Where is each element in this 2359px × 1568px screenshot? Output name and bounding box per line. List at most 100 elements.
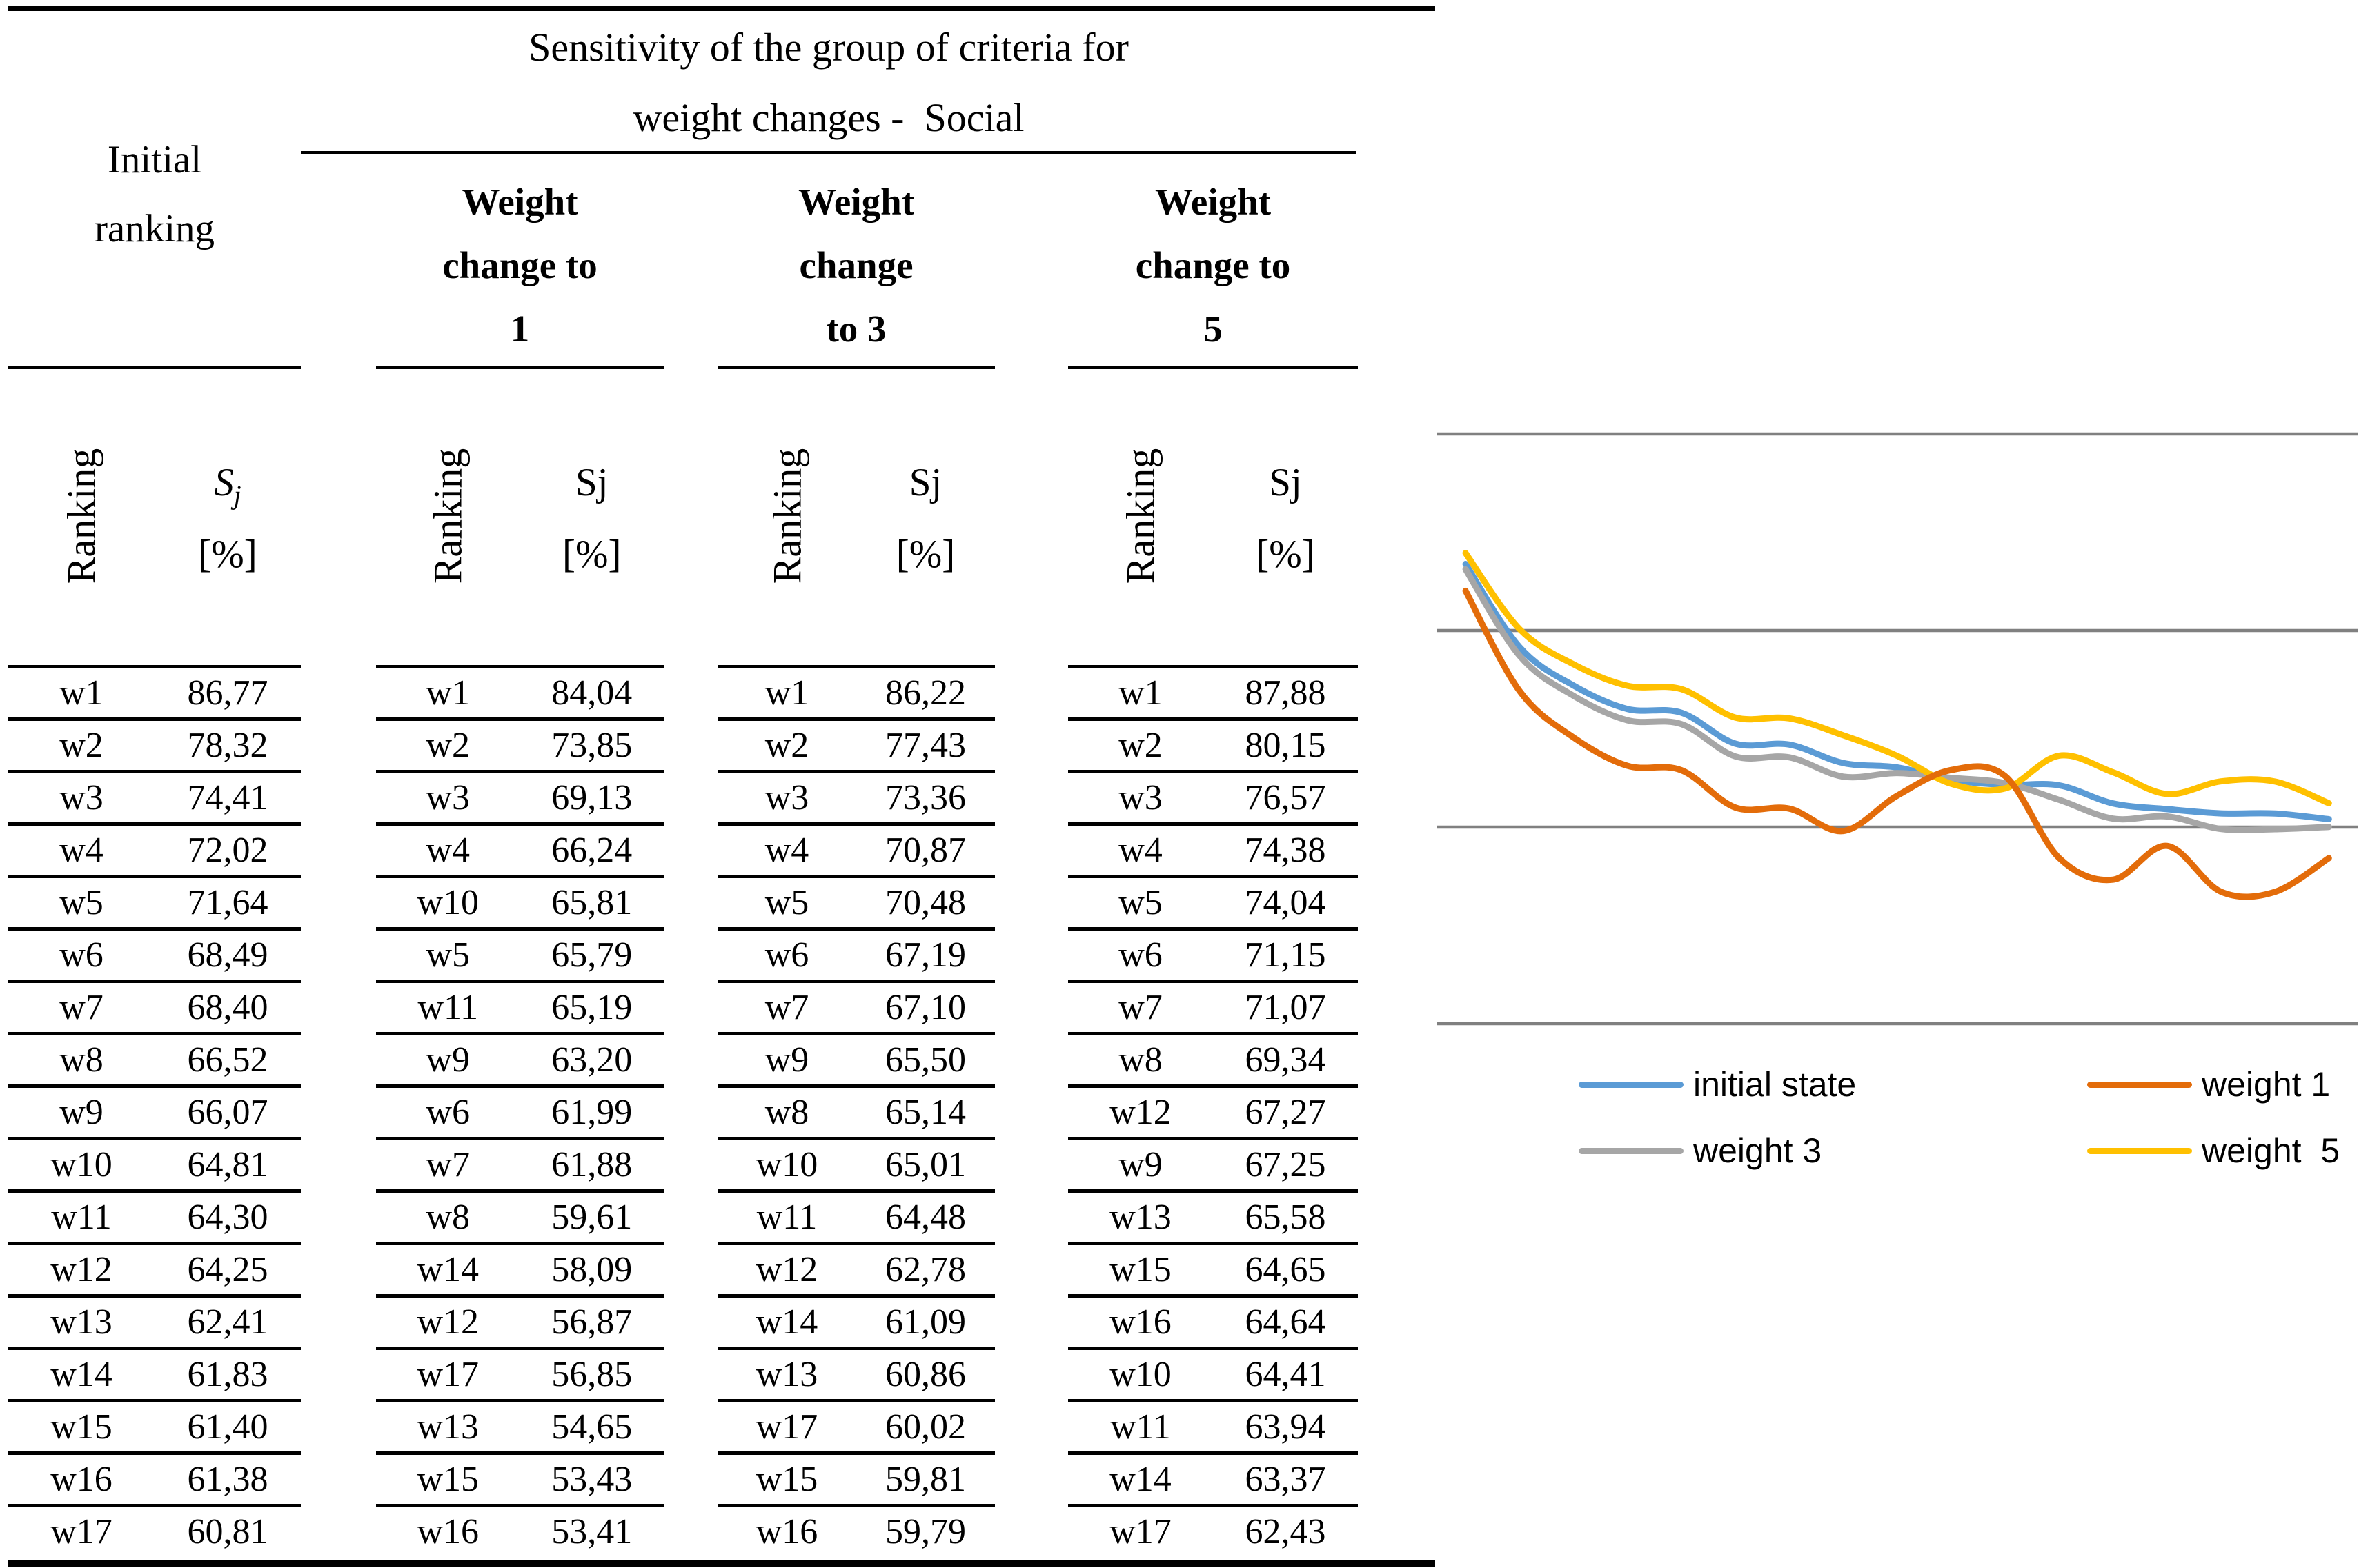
- table-row: w12 56,87: [376, 1298, 664, 1350]
- table-row: w8 69,34: [1068, 1035, 1358, 1088]
- rank-cell: w14: [50, 1355, 112, 1394]
- rank-cell: w3: [59, 778, 103, 817]
- rank-cell: w16: [756, 1512, 818, 1551]
- rank-cell: w1: [1118, 673, 1163, 713]
- table-row: w15 61,40: [8, 1402, 301, 1455]
- rank-cell: w7: [59, 988, 103, 1027]
- table-bottom-border: [8, 1560, 1435, 1567]
- series-line-weight-3: [1462, 566, 2332, 833]
- rank-cell: w3: [426, 778, 471, 817]
- rank-cell: w10: [756, 1145, 818, 1184]
- value-cell: 64,41: [1245, 1355, 1326, 1394]
- table-title-line1: Sensitivity of the group of criteria for: [529, 25, 1129, 70]
- series-line-weight-1: [1462, 587, 2332, 900]
- rank-cell: w12: [50, 1250, 112, 1289]
- rank-cell: w15: [417, 1460, 480, 1499]
- table-row: w5 71,64: [8, 878, 301, 931]
- value-cell: 59,81: [885, 1460, 966, 1499]
- rank-cell: w12: [1109, 1093, 1172, 1132]
- value-cell: 54,65: [551, 1407, 633, 1447]
- table-row: w5 74,04: [1068, 878, 1358, 931]
- value-cell: 59,61: [551, 1198, 633, 1237]
- value-cell: 63,94: [1245, 1407, 1326, 1447]
- legend-label-initial-state: initial state: [1693, 1065, 1857, 1104]
- table-row: w4 66,24: [376, 826, 664, 878]
- table-row: w9 65,50: [718, 1035, 995, 1088]
- table-row: w1 87,88: [1068, 668, 1358, 721]
- value-cell: 84,04: [551, 673, 633, 713]
- table-row: w10 65,81: [376, 878, 664, 931]
- initial-ranking-header: Initial ranking: [8, 126, 301, 264]
- value-cell: 60,81: [187, 1512, 268, 1551]
- rank-cell: w2: [59, 726, 103, 765]
- rank-cell: w6: [426, 1093, 471, 1132]
- legend-marker-weight-3: [1579, 1147, 1684, 1154]
- table-row: w14 58,09: [376, 1245, 664, 1298]
- table-row: w14 63,37: [1068, 1455, 1358, 1507]
- table-row: w8 65,14: [718, 1088, 995, 1140]
- table-rows: w1 87,88 w2 80,15 w3 76,57 w4 74,38 w5 74,04 w6 71,…: [1068, 668, 1358, 1560]
- value-cell: 63,20: [551, 1040, 633, 1080]
- col-header-sj: Sj: [909, 461, 942, 504]
- table-row: w14 61,09: [718, 1298, 995, 1350]
- table-row: w2 73,85: [376, 721, 664, 773]
- title-rule: [301, 151, 1356, 154]
- series-line-weight-5: [1462, 550, 2332, 806]
- table-row: w1 84,04: [376, 668, 664, 721]
- col-header-ranking: Ranking: [1118, 448, 1163, 584]
- table-row: w13 54,65: [376, 1402, 664, 1455]
- rank-cell: w4: [59, 831, 103, 870]
- table-row: w16 64,64: [1068, 1298, 1358, 1350]
- table-group-weight-3: Weight change to 3 Ranking Sj [%] w1 86,2…: [718, 0, 995, 1568]
- table-row: w1 86,77: [8, 668, 301, 721]
- col-header-ranking: Ranking: [764, 448, 809, 584]
- group-header-rule: [718, 366, 995, 369]
- table-row: w6 71,15: [1068, 931, 1358, 983]
- table-row: w6 61,99: [376, 1088, 664, 1140]
- value-cell: 72,02: [187, 831, 268, 870]
- table-row: w17 60,81: [8, 1507, 301, 1560]
- value-cell: 62,41: [187, 1302, 268, 1342]
- table-row: w13 65,58: [1068, 1193, 1358, 1245]
- initial-ranking-line2: ranking: [94, 207, 215, 250]
- value-cell: 78,32: [187, 726, 268, 765]
- table-row: w16 59,79: [718, 1507, 995, 1560]
- table-row: w15 59,81: [718, 1455, 995, 1507]
- rank-cell: w9: [764, 1040, 809, 1080]
- rank-cell: w10: [417, 883, 480, 922]
- rank-cell: w16: [417, 1512, 480, 1551]
- rank-cell: w5: [426, 935, 471, 975]
- value-cell: 53,41: [551, 1512, 633, 1551]
- rank-cell: w14: [756, 1302, 818, 1342]
- legend-marker-weight-1: [2087, 1081, 2192, 1088]
- rank-cell: w10: [50, 1145, 112, 1184]
- rank-cell: w3: [1118, 778, 1163, 817]
- rank-cell: w7: [1118, 988, 1163, 1027]
- table-row: w4 70,87: [718, 826, 995, 878]
- value-cell: 69,13: [551, 778, 633, 817]
- rank-cell: w2: [426, 726, 471, 765]
- rank-cell: w11: [756, 1198, 818, 1237]
- value-cell: 65,79: [551, 935, 633, 975]
- rank-cell: w15: [1109, 1250, 1172, 1289]
- subheader-weight-3: Weight change to 3: [798, 181, 915, 350]
- legend-label-weight-1: weight 1: [2202, 1065, 2331, 1104]
- table-row: w12 67,27: [1068, 1088, 1358, 1140]
- table-row: w4 74,38: [1068, 826, 1358, 878]
- value-cell: 66,24: [551, 831, 633, 870]
- table-row: w11 64,48: [718, 1193, 995, 1245]
- rank-cell: w5: [59, 883, 103, 922]
- column-header-rule: [376, 665, 664, 668]
- value-cell: 68,40: [187, 988, 268, 1027]
- table-row: w3 74,41: [8, 773, 301, 826]
- table-row: w5 70,48: [718, 878, 995, 931]
- column-header-rule: [718, 665, 995, 668]
- value-cell: 59,79: [885, 1512, 966, 1551]
- value-cell: 65,19: [551, 988, 633, 1027]
- table-row: w3 76,57: [1068, 773, 1358, 826]
- table-row: w9 63,20: [376, 1035, 664, 1088]
- column-header-rule: [1068, 665, 1358, 668]
- value-cell: 73,36: [885, 778, 966, 817]
- rank-cell: w13: [417, 1407, 480, 1447]
